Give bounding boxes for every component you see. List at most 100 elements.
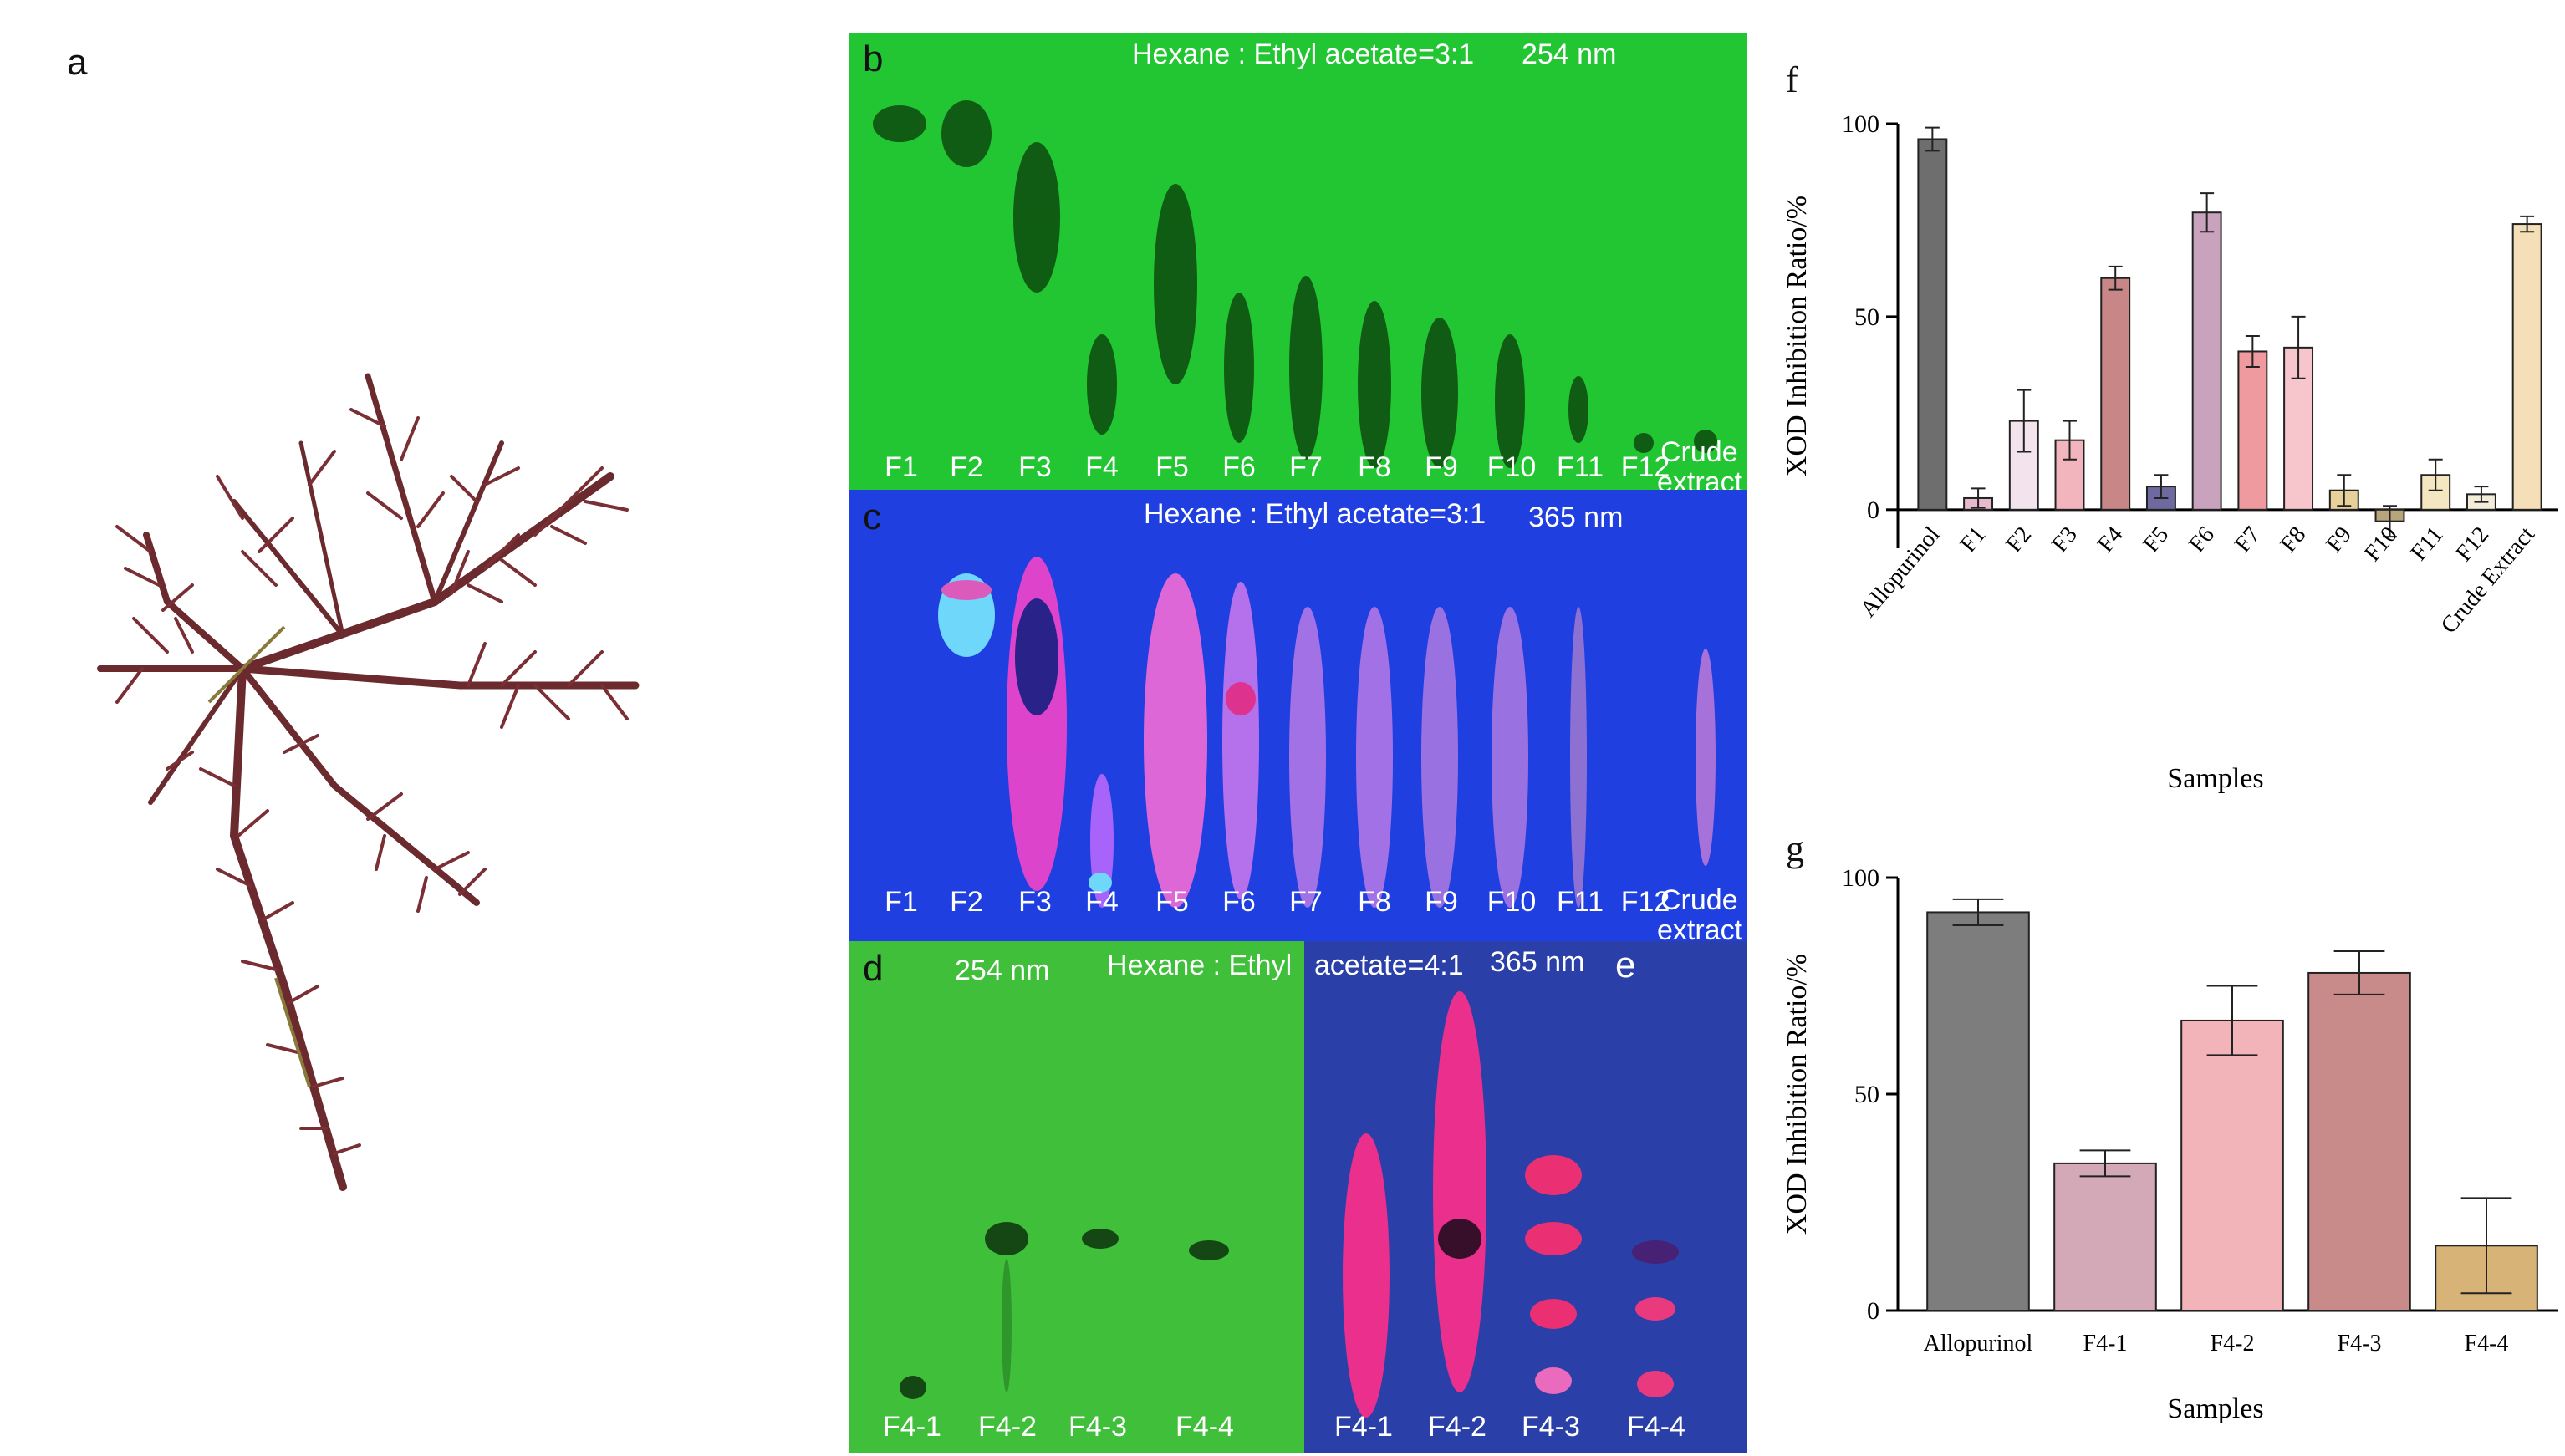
tlc-b-lane-label: F6	[1222, 451, 1256, 483]
panel-label-g: g	[1786, 828, 1804, 869]
x-tick-label: F4-1	[2083, 1331, 2128, 1357]
x-tick-label: F9	[2321, 522, 2357, 557]
tlc-c-lane-label: F3	[1018, 886, 1052, 918]
tlc-e-lane-label: F4-4	[1627, 1411, 1685, 1443]
x-tick-label: F4	[2093, 522, 2129, 557]
tlc-b-lane-label: F1	[885, 451, 918, 483]
chart-g: 0 50 100 Allopurinol F4-1 F4-2 F4-3 F4-4 XOD Inh…	[1782, 864, 2558, 1424]
bar	[2511, 223, 2542, 511]
y-tick-label: 50	[1854, 303, 1879, 331]
tlc-b-lane-label: F11	[1556, 451, 1604, 483]
tlc-b-solvent: Hexane : Ethyl acetate=3:1	[1132, 38, 1475, 70]
tlc-c-lane-label: F9	[1425, 886, 1458, 918]
tlc-c-lane-label: F12	[1620, 886, 1670, 918]
tlc-b-lane-label: F8	[1358, 451, 1391, 483]
x-tick-label: F3	[2047, 522, 2083, 557]
tlc-c-spots	[938, 557, 1716, 908]
x-tick-label: Allopurinol	[1855, 522, 1945, 622]
x-tick-label: F4-2	[2211, 1331, 2255, 1357]
x-tick-label: F2	[2001, 522, 2037, 557]
tlc-c-lane-label: F5	[1155, 886, 1189, 918]
x-tick-label: F7	[2230, 522, 2266, 557]
bar	[2180, 1019, 2284, 1311]
seaweed-image	[97, 373, 640, 1191]
tlc-e-wavelength: 365 nm	[1490, 946, 1585, 978]
tlc-e-lane-label: F4-1	[1334, 1411, 1393, 1443]
y-tick-label: 0	[1867, 1297, 1879, 1325]
tlc-b-lane-label: F3	[1018, 451, 1052, 483]
tlc-b-lane-label: F4	[1085, 451, 1119, 483]
bar	[2053, 1162, 2157, 1311]
tlc-d-lane-label: F4-1	[883, 1411, 941, 1443]
tlc-c-lane-label: F4	[1085, 886, 1119, 918]
tlc-d-wavelength: 254 nm	[955, 955, 1050, 986]
tlc-b-lane-label: F2	[950, 451, 983, 483]
tlc-c-lane-label: F1	[885, 886, 918, 918]
bar	[2237, 350, 2268, 511]
x-tick-label: F1	[1956, 522, 1991, 557]
y-axis-label: XOD Inhibition Ratio/%	[1782, 954, 1813, 1235]
y-tick-label: 50	[1854, 1081, 1879, 1108]
bar	[1917, 138, 1948, 511]
tlc-b-spots	[873, 100, 1717, 468]
y-tick-label: 100	[1842, 110, 1879, 138]
bar	[2100, 277, 2131, 511]
x-tick-label: F6	[2184, 522, 2220, 557]
tlc-b-lane-label: F10	[1486, 451, 1537, 483]
tlc-b-lane-label: F9	[1425, 451, 1458, 483]
panel-label-f: f	[1786, 59, 1798, 100]
tlc-plate-b: b Hexane : Ethyl acetate=3:1 254 nm F1 F…	[849, 33, 1747, 490]
tlc-plate-d: d 254 nm Hexane : Ethyl F4-1 F4-2 F4-3 F…	[849, 941, 1304, 1453]
tlc-d-spots	[900, 1222, 1229, 1399]
x-tick-label: F11	[2405, 522, 2448, 566]
tlc-c-lane-label: F7	[1289, 886, 1323, 918]
x-tick-label: Allopurinol	[1924, 1331, 2033, 1357]
tlc-c-solvent: Hexane : Ethyl acetate=3:1	[1144, 498, 1486, 530]
panel-label-b: b	[863, 38, 884, 79]
tlc-b-lane-label: F7	[1289, 451, 1323, 483]
tlc-plate-e: acetate=4:1 365 nm e F4-1 F4-2 F4-3 F4-4	[1304, 941, 1747, 1453]
tlc-b-lane-label: F12	[1620, 451, 1670, 483]
y-tick-label: 100	[1842, 864, 1879, 892]
tlc-b-lane-label: F5	[1155, 451, 1189, 483]
tlc-b-crude-label: Crude	[1660, 436, 1738, 468]
bar	[2191, 211, 2222, 511]
y-tick-label: 0	[1867, 496, 1879, 524]
tlc-e-lane-label: F4-3	[1522, 1411, 1580, 1443]
x-tick-label: F4-3	[2338, 1331, 2382, 1357]
panel-label-d: d	[863, 948, 884, 989]
tlc-e-lane-label: F4-2	[1428, 1411, 1486, 1443]
y-axis-label: XOD Inhibition Ratio/%	[1782, 196, 1813, 476]
x-tick-label: F5	[2139, 522, 2175, 557]
tlc-c-crude-label-2: extract	[1657, 914, 1743, 941]
chart-f: 0 50 100 Allopurinol F1 F2 F3 F4 F5 F6 F7 F8 F9 F10 F1…	[1782, 110, 2558, 794]
panel-label-a: a	[67, 42, 88, 83]
tlc-d-lane-label: F4-2	[978, 1411, 1037, 1443]
tlc-b-crude-label-2: extract	[1657, 466, 1743, 490]
tlc-c-lane-label: F8	[1358, 886, 1391, 918]
tlc-b-wavelength: 254 nm	[1522, 38, 1617, 70]
panel-label-e: e	[1615, 944, 1636, 985]
tlc-e-solvent: acetate=4:1	[1314, 949, 1464, 981]
tlc-plate-c: c Hexane : Ethyl acetate=3:1 365 nm F1 F…	[849, 490, 1747, 941]
x-axis-label: Samples	[2167, 1393, 2263, 1424]
bar	[2054, 439, 2085, 511]
tlc-d-lane-label: F4-4	[1175, 1411, 1234, 1443]
tlc-c-lane-label: F10	[1486, 886, 1537, 918]
x-tick-label: F10	[2359, 522, 2403, 566]
bar	[2307, 971, 2411, 1312]
panel-label-c: c	[863, 496, 881, 537]
tlc-c-lane-label: F2	[950, 886, 983, 918]
tlc-d-solvent: Hexane : Ethyl	[1107, 949, 1293, 981]
tlc-c-lane-label: F6	[1222, 886, 1256, 918]
tlc-c-wavelength: 365 nm	[1528, 501, 1624, 533]
tlc-c-crude-label: Crude	[1660, 884, 1738, 916]
tlc-d-lane-label: F4-3	[1068, 1411, 1127, 1443]
x-axis-label: Samples	[2167, 763, 2263, 794]
bar	[1926, 911, 2030, 1311]
x-tick-label: F8	[2276, 522, 2312, 557]
tlc-e-spots	[1343, 991, 1679, 1418]
x-tick-label: F4-4	[2465, 1331, 2509, 1357]
tlc-c-lane-label: F11	[1556, 886, 1604, 918]
